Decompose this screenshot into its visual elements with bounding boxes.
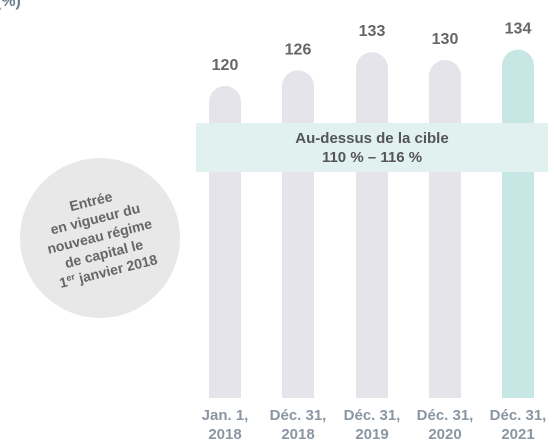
note-circle [20,158,180,318]
note-num: 1 [58,273,70,290]
bar [429,60,461,398]
target-band [196,123,548,172]
x-tick-label: Déc. 31, [344,407,401,424]
bar [502,49,534,398]
x-tick-label: 2020 [428,426,461,443]
x-tick-label: Déc. 31, [490,407,547,424]
target-label: Au-dessus de la cible [295,130,448,147]
bar [356,52,388,398]
x-tick-label: 2018 [208,426,241,443]
unit-label: (%) [0,0,21,10]
x-tick-label: 2018 [281,426,314,443]
value-label: 126 [285,41,312,58]
note-sup: er [65,271,76,283]
x-tick-label: 2021 [501,426,534,443]
value-label: 133 [359,23,386,40]
bar [282,70,314,399]
x-tick-label: Déc. 31, [417,407,474,424]
value-label: 130 [432,31,459,48]
value-label: 134 [505,21,532,38]
x-tick-label: Jan. 1, [202,407,249,424]
target-label: 110 % – 116 % [322,149,422,166]
x-tick-label: 2019 [355,426,388,443]
x-tick-label: Déc. 31, [270,407,327,424]
value-label: 120 [212,57,239,74]
